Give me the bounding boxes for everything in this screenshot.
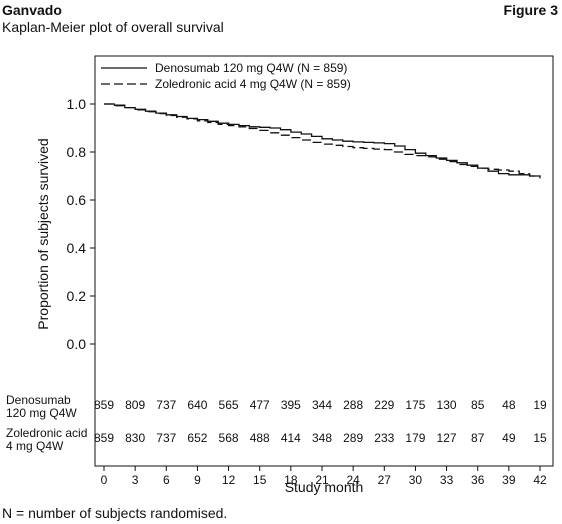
x-tick-label: 24 <box>346 473 360 487</box>
at-risk-count: 565 <box>219 398 239 412</box>
legend-label-1: Denosumab 120 mg Q4W (N = 859) <box>155 61 347 75</box>
y-tick-label: 0.0 <box>67 336 87 352</box>
at-risk-count: 130 <box>437 398 457 412</box>
x-tick-label: 3 <box>132 473 139 487</box>
series-line-1 <box>104 103 540 177</box>
header-title: Ganvado <box>2 2 62 18</box>
y-tick-label: 0.4 <box>67 240 87 256</box>
at-risk-count: 289 <box>343 431 363 445</box>
y-tick-label: 0.6 <box>67 192 87 208</box>
x-tick-label: 27 <box>378 473 392 487</box>
x-tick-label: 15 <box>253 473 267 487</box>
at-risk-label-line2: 4 mg Q4W <box>6 439 64 453</box>
at-risk-count: 348 <box>312 431 332 445</box>
at-risk-count: 488 <box>250 431 270 445</box>
at-risk-count: 830 <box>125 431 145 445</box>
at-risk-label-line1: Zoledronic acid <box>6 426 87 440</box>
at-risk-label-line1: Denosumab <box>6 393 71 407</box>
chart-subtitle: Kaplan-Meier plot of overall survival <box>2 19 224 35</box>
x-tick-label: 18 <box>284 473 298 487</box>
at-risk-count: 19 <box>533 398 547 412</box>
x-tick-label: 33 <box>440 473 454 487</box>
at-risk-count: 859 <box>94 431 114 445</box>
at-risk-count: 477 <box>250 398 270 412</box>
at-risk-count: 737 <box>156 398 176 412</box>
x-tick-label: 12 <box>222 473 236 487</box>
figure-label: Figure 3 <box>503 2 558 18</box>
at-risk-count: 85 <box>471 398 485 412</box>
at-risk-count: 568 <box>219 431 239 445</box>
plot-frame <box>94 55 554 467</box>
x-tick-label: 39 <box>502 473 516 487</box>
at-risk-count: 233 <box>374 431 394 445</box>
at-risk-count: 179 <box>405 431 425 445</box>
at-risk-count: 15 <box>533 431 547 445</box>
series-lines <box>104 103 541 179</box>
y-tick-label: 1.0 <box>67 96 87 112</box>
y-tick-label: 0.2 <box>67 288 87 304</box>
at-risk-count: 127 <box>437 431 457 445</box>
x-tick-label: 21 <box>315 473 329 487</box>
series-line-2 <box>104 103 541 179</box>
x-axis-label: Study month <box>285 479 364 495</box>
at-risk-label-line2: 120 mg Q4W <box>6 406 77 420</box>
x-tick-label: 9 <box>194 473 201 487</box>
at-risk-count: 640 <box>187 398 207 412</box>
at-risk-count: 809 <box>125 398 145 412</box>
x-tick-label: 0 <box>101 473 108 487</box>
at-risk-count: 652 <box>187 431 207 445</box>
axes: 0.00.20.40.60.81.00 3 6 9 12 15 18 21 24 27 30 33 36… <box>35 55 554 495</box>
x-tick-label: 42 <box>533 473 547 487</box>
y-axis-label: Proportion of subjects survived <box>35 138 51 329</box>
at-risk-count: 414 <box>281 431 301 445</box>
at-risk-count: 49 <box>502 431 516 445</box>
footnote: N = number of subjects randomised. <box>2 505 228 521</box>
at-risk-count: 395 <box>281 398 301 412</box>
at-risk-count: 859 <box>94 398 114 412</box>
x-tick-label: 36 <box>471 473 485 487</box>
y-tick-label: 0.8 <box>67 144 87 160</box>
at-risk-count: 288 <box>343 398 363 412</box>
x-tick-label: 6 <box>163 473 170 487</box>
legend: Denosumab 120 mg Q4W (N = 859) Zoledronic… <box>101 61 351 91</box>
legend-label-2: Zoledronic acid 4 mg Q4W (N = 859) <box>155 77 351 91</box>
at-risk-count: 48 <box>502 398 516 412</box>
at-risk-count: 175 <box>405 398 425 412</box>
at-risk-count: 87 <box>471 431 485 445</box>
at-risk-count: 737 <box>156 431 176 445</box>
at-risk-count: 344 <box>312 398 332 412</box>
at-risk-count: 229 <box>374 398 394 412</box>
x-tick-label: 30 <box>409 473 423 487</box>
